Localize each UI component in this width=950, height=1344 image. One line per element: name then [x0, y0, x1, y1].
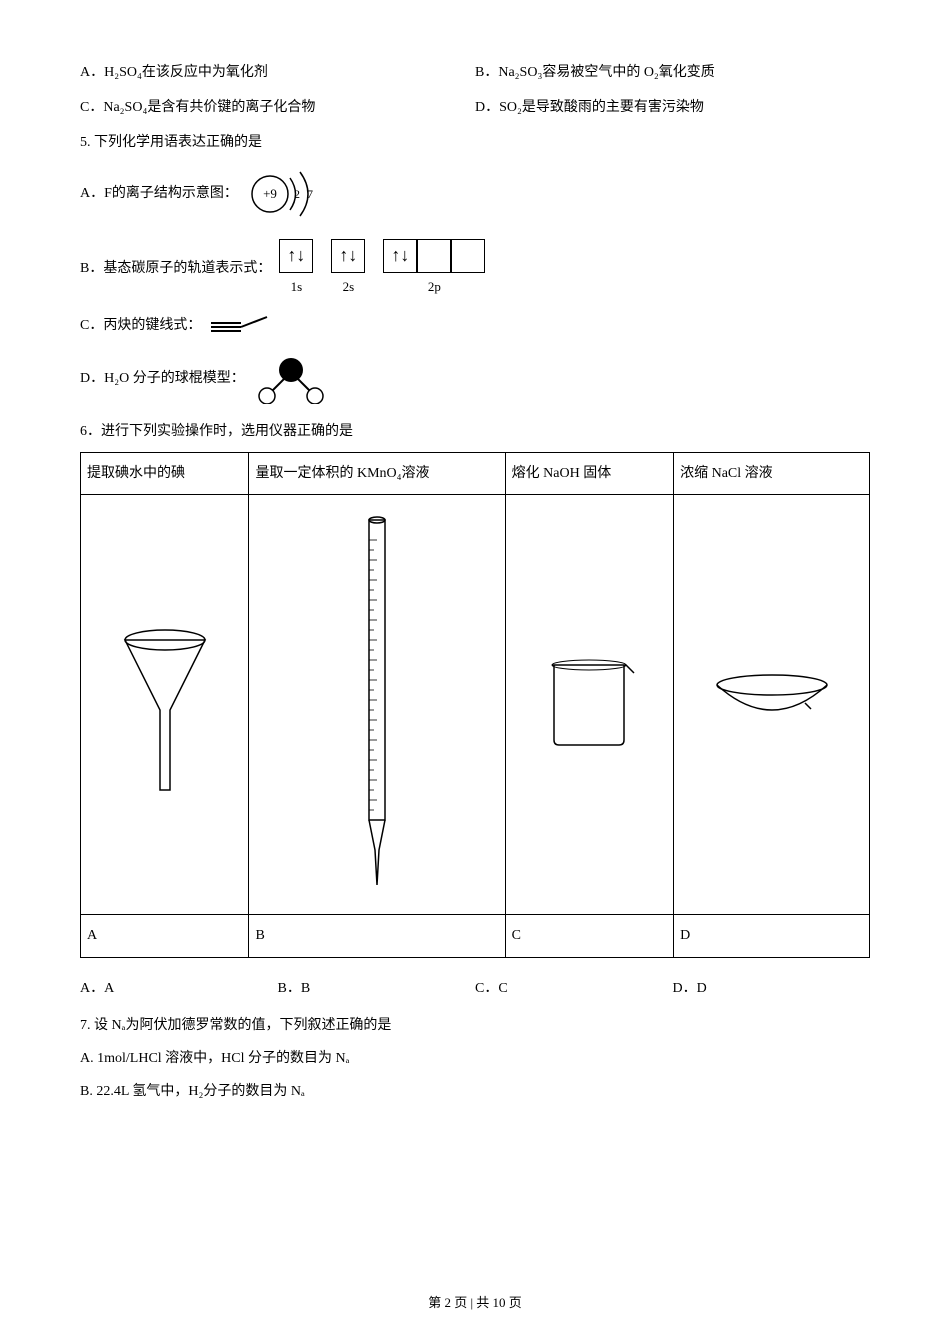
page-footer: 第 2 页 | 共 10 页	[0, 1291, 950, 1314]
q6-l0: A	[81, 915, 249, 957]
q6-stem: 6．进行下列实验操作时，选用仪器正确的是	[80, 419, 870, 444]
q7-stem: 7. 设 Nₐ为阿伏加德罗常数的值，下列叙述正确的是	[80, 1013, 870, 1038]
q7-optA: A. 1mol/LHCl 溶液中，HCl 分子的数目为 Nₐ	[80, 1046, 870, 1071]
q6-l1: B	[249, 915, 505, 957]
q5-optD-text: D．H₂O 分子的球棍模型：	[80, 366, 245, 391]
ion-diagram-icon: +9 2 7	[244, 164, 334, 224]
q6-optD: D．D	[673, 976, 871, 1001]
q5-optD-row: D．H₂O 分子的球棍模型：	[80, 354, 870, 404]
orb-1s-box: ↑↓	[279, 239, 313, 273]
q6-l3: D	[674, 915, 870, 957]
burette-icon	[347, 510, 407, 890]
q6-img-B	[249, 495, 505, 915]
evaporating-dish-icon	[707, 665, 837, 735]
q4-row1: A．H₂SO₄在该反应中为氧化剂 B．Na₂SO₃容易被空气中的 O₂氧化变质	[80, 60, 870, 85]
q4-optB: B．Na₂SO₃容易被空气中的 O₂氧化变质	[475, 60, 870, 85]
q5-optB-text: B．基态碳原子的轨道表示式：	[80, 256, 271, 281]
q6-img-A	[81, 495, 249, 915]
q6-h3: 浓缩 NaCl 溶液	[674, 453, 870, 495]
q7-optB: B. 22.4L 氢气中，H₂分子的数目为 Nₐ	[80, 1079, 870, 1104]
q4-row2: C．Na₂SO₄是含有共价键的离子化合物 D．SO₂是导致酸雨的主要有害污染物	[80, 95, 870, 120]
orb-2p-label: 2p	[428, 275, 441, 298]
q4-optA: A．H₂SO₄在该反应中为氧化剂	[80, 60, 475, 85]
orb-2p1-box: ↑↓	[383, 239, 417, 273]
orb-2p2-box	[417, 239, 451, 273]
svg-text:+9: +9	[263, 186, 277, 201]
q6-h0: 提取碘水中的碘	[81, 453, 249, 495]
svg-text:2: 2	[294, 187, 300, 201]
q5-optC-row: C．丙炔的键线式：	[80, 313, 870, 339]
q5-optA-row: A．F的离子结构示意图： +9 2 7	[80, 164, 870, 224]
orb-1s-label: 1s	[291, 275, 303, 298]
funnel-icon	[110, 600, 220, 800]
q5-stem: 5. 下列化学用语表达正确的是	[80, 130, 870, 155]
q5-optA-text: A．F的离子结构示意图：	[80, 181, 238, 206]
orbital-diagram: ↑↓ 1s ↑↓ 2s ↑↓ 2p	[279, 239, 503, 298]
q6-h2: 熔化 NaOH 固体	[505, 453, 673, 495]
q6-img-D	[674, 495, 870, 915]
q6-l2: C	[505, 915, 673, 957]
q6-options: A．A B．B C．C D．D	[80, 976, 870, 1001]
orb-2p3-box	[451, 239, 485, 273]
svg-text:7: 7	[307, 187, 313, 201]
q6-img-C	[505, 495, 673, 915]
q6-table: 提取碘水中的碘 量取一定体积的 KMnO₄溶液 熔化 NaOH 固体 浓缩 Na…	[80, 452, 870, 957]
orb-2s-label: 2s	[343, 275, 355, 298]
q5-optB-row: B．基态碳原子的轨道表示式： ↑↓ 1s ↑↓ 2s ↑↓ 2p	[80, 239, 870, 298]
q6-optC: C．C	[475, 976, 673, 1001]
beaker-icon	[534, 645, 644, 755]
q4-optC: C．Na₂SO₄是含有共价键的离子化合物	[80, 95, 475, 120]
water-model-icon	[251, 354, 331, 404]
q4-optD: D．SO₂是导致酸雨的主要有害污染物	[475, 95, 870, 120]
q6-optB: B．B	[278, 976, 476, 1001]
q6-optA: A．A	[80, 976, 278, 1001]
q6-h1: 量取一定体积的 KMnO₄溶液	[249, 453, 505, 495]
q5-optC-text: C．丙炔的键线式：	[80, 313, 201, 338]
propyne-icon	[207, 313, 277, 339]
orb-2s-box: ↑↓	[331, 239, 365, 273]
